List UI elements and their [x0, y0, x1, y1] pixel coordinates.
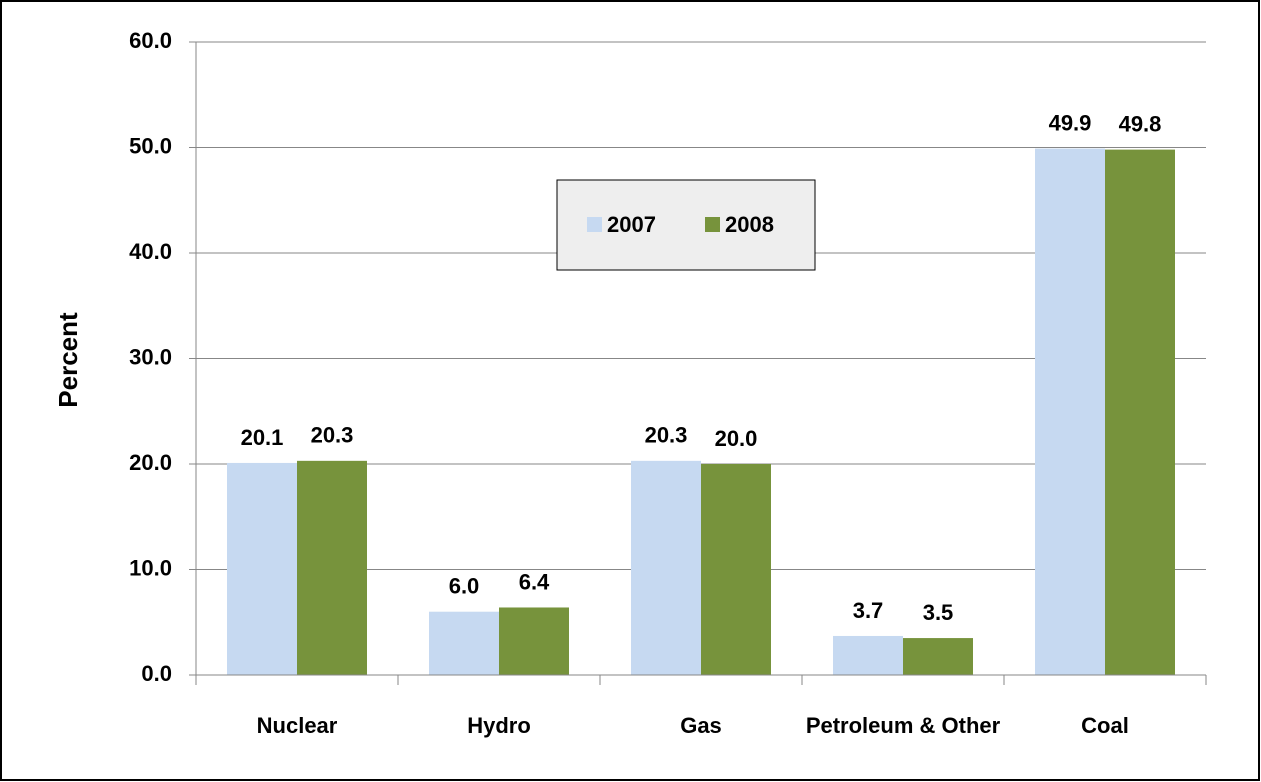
legend-swatch	[705, 217, 720, 232]
y-tick-label: 10.0	[129, 555, 172, 580]
x-tick-label: Gas	[680, 713, 722, 738]
x-tick-label: Hydro	[467, 713, 531, 738]
value-label: 20.0	[715, 426, 758, 451]
value-label: 20.1	[241, 425, 284, 450]
x-tick-label: Nuclear	[257, 713, 338, 738]
y-tick-label: 60.0	[129, 28, 172, 53]
bar	[429, 611, 499, 675]
value-label: 20.3	[311, 423, 354, 448]
x-tick-label: Coal	[1081, 713, 1129, 738]
y-axis-label: Percent	[53, 312, 83, 408]
legend-swatch	[587, 217, 602, 232]
bar	[1035, 148, 1105, 675]
value-label: 3.5	[923, 600, 954, 625]
y-tick-label: 50.0	[129, 133, 172, 158]
bar	[227, 462, 297, 675]
value-label: 49.9	[1049, 110, 1092, 135]
value-label: 6.0	[449, 574, 480, 599]
y-tick-label: 20.0	[129, 450, 172, 475]
x-tick-label: Petroleum & Other	[806, 713, 1001, 738]
y-tick-label: 30.0	[129, 344, 172, 369]
y-tick-label: 40.0	[129, 239, 172, 264]
value-label: 49.8	[1119, 111, 1162, 136]
bar	[701, 464, 771, 675]
legend-label: 2008	[725, 212, 774, 237]
value-label: 20.3	[645, 423, 688, 448]
legend-label: 2007	[607, 212, 656, 237]
value-label: 3.7	[853, 598, 884, 623]
bar	[631, 460, 701, 675]
value-label: 6.4	[519, 569, 550, 594]
bar	[833, 635, 903, 675]
bar	[499, 607, 569, 675]
bar	[903, 638, 973, 675]
y-tick-label: 0.0	[141, 661, 172, 686]
bar	[1105, 149, 1175, 676]
bar	[297, 460, 367, 675]
